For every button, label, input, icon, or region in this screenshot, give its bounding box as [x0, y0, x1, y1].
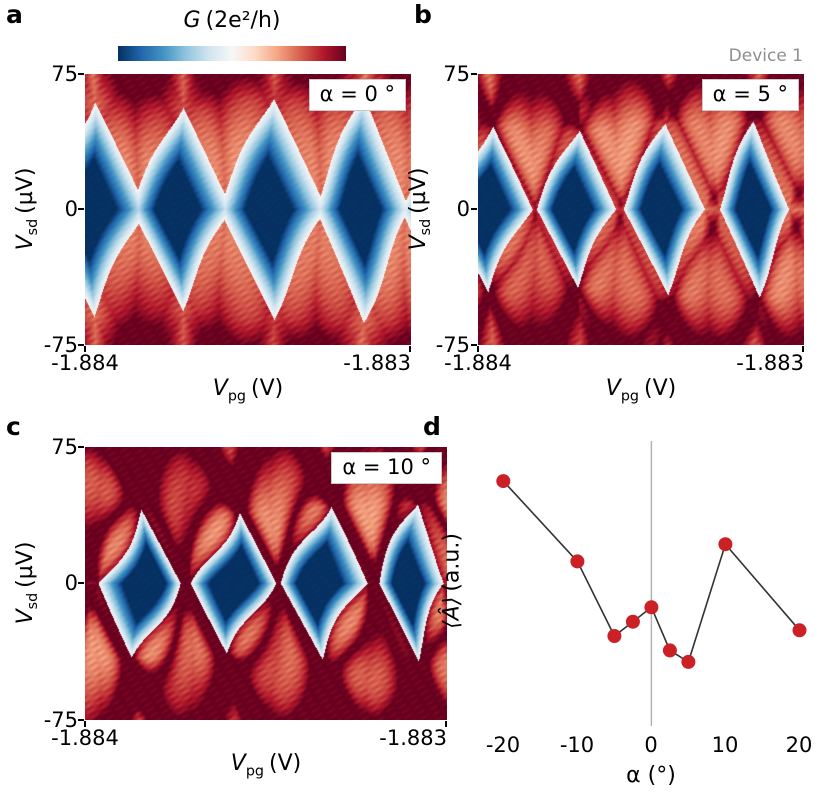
data-point — [625, 614, 640, 629]
b-tickmark — [477, 346, 479, 352]
panel-label-a: a — [6, 0, 23, 29]
c-tickmark — [84, 721, 86, 727]
data-point — [496, 474, 511, 489]
colorbar-title: G (2e²/h) — [118, 8, 346, 33]
a-y-tick-m75: -75 — [43, 333, 78, 357]
data-point — [792, 623, 807, 638]
a-x-symbol: V — [212, 376, 228, 401]
heatmap-c — [85, 447, 447, 720]
data-point — [644, 600, 659, 615]
d-x-tick: 0 — [644, 733, 658, 757]
data-point — [718, 537, 733, 552]
data-point — [662, 643, 677, 658]
b-y-subscript: sd — [418, 218, 435, 236]
c-x-tick-right: -1.883 — [379, 726, 447, 750]
a-y-tick-0: 0 — [64, 197, 78, 221]
b-tickmark — [471, 73, 477, 75]
c-y-tick-0: 0 — [64, 571, 78, 595]
c-y-symbol: V — [12, 609, 38, 625]
c-x-tick-left: -1.884 — [51, 726, 119, 750]
b-x-tick-right: -1.883 — [736, 351, 804, 375]
a-tickmark — [78, 73, 84, 75]
panel-label-b: b — [414, 0, 432, 29]
d-x-tick: -20 — [485, 733, 521, 757]
a-x-axis-label: Vpg (V) — [85, 376, 411, 404]
d-x-tick: -10 — [559, 733, 595, 757]
data-point — [570, 554, 585, 569]
data-point — [607, 629, 622, 643]
c-tickmark — [78, 446, 84, 448]
a-y-subscript: sd — [25, 218, 42, 236]
c-y-tick-m75: -75 — [43, 708, 78, 732]
data-point — [681, 654, 696, 669]
alpha-label-a: α = 0 ° — [308, 79, 406, 112]
b-x-unit: (V) — [644, 376, 677, 401]
a-tickmark — [409, 346, 411, 352]
b-y-axis-label: Vsd (µV) — [406, 168, 434, 251]
heatmap-a — [85, 74, 411, 345]
c-y-axis-label: Vsd (µV) — [13, 542, 41, 625]
b-tickmark — [471, 344, 477, 346]
a-y-symbol: V — [12, 235, 38, 251]
b-tickmark — [802, 346, 804, 352]
a-tickmark — [78, 208, 84, 210]
a-y-unit: (µV) — [12, 167, 38, 214]
a-x-unit: (V) — [251, 376, 284, 401]
a-y-axis-label: Vsd (µV) — [13, 168, 41, 251]
d-x-tick: 20 — [785, 733, 813, 757]
b-x-tick-left: -1.884 — [444, 351, 512, 375]
c-x-symbol: V — [230, 751, 246, 776]
c-y-unit: (µV) — [12, 541, 38, 588]
d-x-tick: 10 — [711, 733, 739, 757]
d-x-axis-label: α (°) — [626, 763, 676, 788]
a-tickmark — [84, 346, 86, 352]
d-y-unit: (a.u.) — [439, 533, 465, 592]
b-y-tick-m75: -75 — [435, 333, 470, 357]
colorbar-title-units: (2e²/h) — [205, 8, 281, 33]
alpha-label-b: α = 5 ° — [701, 79, 799, 112]
heatmap-b — [478, 74, 804, 345]
c-y-tick-75: 75 — [51, 435, 78, 459]
panel-label-d: d — [423, 412, 441, 441]
a-x-tick-left: -1.884 — [51, 351, 119, 375]
c-x-unit: (V) — [269, 751, 302, 776]
c-y-subscript: sd — [25, 592, 42, 610]
colorbar-gradient — [118, 46, 346, 61]
c-tickmark — [78, 582, 84, 584]
panel-d-plot — [496, 441, 807, 726]
c-x-axis-label: Vpg (V) — [85, 751, 447, 779]
b-x-subscript: pg — [620, 388, 639, 405]
a-x-subscript: pg — [227, 388, 246, 405]
b-y-unit: (µV) — [405, 167, 431, 214]
b-y-tick-75: 75 — [443, 62, 470, 86]
b-x-symbol: V — [605, 376, 621, 401]
c-tickmark — [78, 719, 84, 721]
c-x-subscript: pg — [245, 763, 264, 780]
a-y-tick-75: 75 — [51, 62, 78, 86]
a-x-tick-right: -1.883 — [343, 351, 411, 375]
panel-label-c: c — [6, 412, 21, 441]
b-tickmark — [471, 208, 477, 210]
colorbar-title-symbol: G — [183, 8, 201, 33]
a-tickmark — [78, 344, 84, 346]
b-y-symbol: V — [405, 235, 431, 251]
device-label: Device 1 — [728, 46, 803, 66]
b-x-axis-label: Vpg (V) — [478, 376, 804, 404]
d-y-symbol: ⟨Â⟩ — [439, 596, 465, 629]
b-y-tick-0: 0 — [456, 197, 470, 221]
d-y-axis-label: ⟨Â⟩ (a.u.) — [440, 533, 465, 629]
alpha-label-c: α = 10 ° — [331, 452, 442, 485]
c-tickmark — [445, 721, 447, 727]
